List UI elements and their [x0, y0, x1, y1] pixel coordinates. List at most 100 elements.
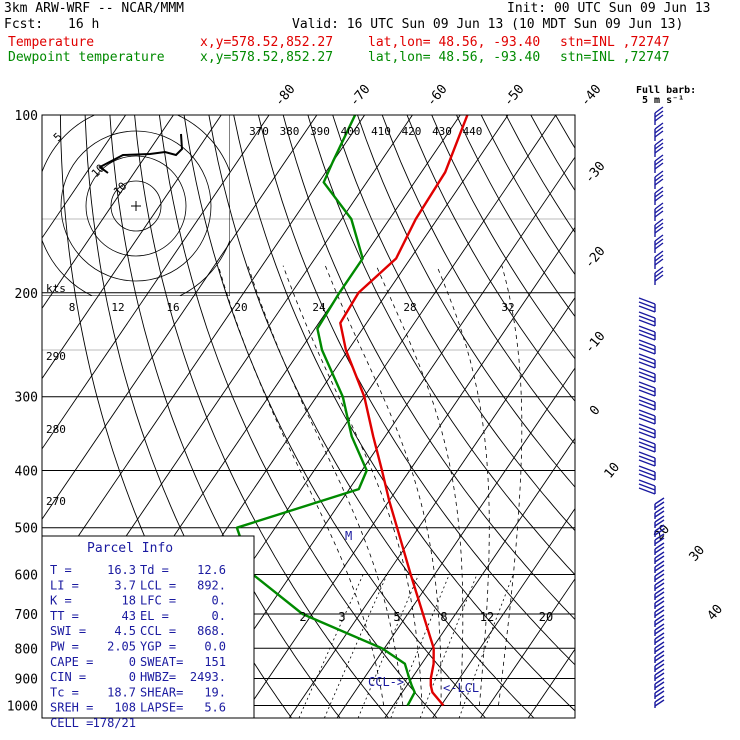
wind-barb-flag [638, 409, 656, 417]
theta-label: 380 [280, 125, 300, 138]
parcel-title: Parcel Info [87, 541, 173, 556]
wind-barb-flag [654, 560, 665, 568]
dry-adiabat [233, 115, 575, 712]
wind-barb-flag [638, 455, 656, 463]
wind-barb-flag [654, 650, 665, 658]
mixing-ratio-line [324, 574, 388, 718]
moist-adiabat [375, 265, 464, 706]
wind-barb-flag [638, 473, 656, 481]
wind-barb-flag [654, 524, 665, 532]
model-title: 3km ARW-WRF -- NCAR/MMM [4, 1, 185, 16]
dewpoint-line [235, 115, 416, 707]
wind-barb-flag [638, 325, 656, 333]
parcel-cell: 4.5 [114, 624, 136, 638]
temperature-latlon: lat,lon= 48.56, -93.40 [368, 35, 541, 50]
isotherm-label: 0 [587, 403, 604, 419]
wind-barb-flag [654, 506, 665, 514]
wind-barb-flag [638, 319, 656, 327]
wind-barb-flag [638, 431, 656, 439]
wind-barb-flag [654, 537, 665, 545]
wind-barb-flag [654, 605, 665, 613]
dry-adiabat [282, 115, 575, 621]
wind-barb-flag [638, 305, 656, 313]
wind-barb-flag [654, 569, 665, 577]
wind-barb-flag [638, 445, 656, 453]
parcel-cell: SWEAT= [140, 655, 183, 669]
dry-adiabat [431, 115, 575, 360]
wind-barb-flag [638, 385, 656, 393]
dewpoint-latlon: lat,lon= 48.56, -93.40 [368, 50, 541, 65]
wind-barb-flag [654, 146, 664, 154]
hodograph [42, 115, 230, 296]
wind-barb-flag [654, 270, 664, 278]
wind-barb-flag [638, 441, 656, 449]
wind-barb-flag [654, 114, 664, 122]
wind-barb-flag [638, 423, 656, 431]
wind-barb-flag [654, 677, 665, 685]
wind-barb-flag [654, 110, 664, 118]
wind-barb-flag [654, 587, 665, 595]
wind-barb-flag [654, 591, 665, 599]
wind-barb-flag [654, 274, 664, 282]
wind-barb-flag [638, 427, 656, 435]
wind-barb-flag [638, 483, 656, 491]
isotherm-label: -50 [501, 82, 528, 110]
isotherm-label: -80 [272, 82, 299, 110]
wind-barb-flag [638, 375, 656, 383]
mixing-ratio-label: 3 [338, 610, 345, 624]
parcel-cell: LFC = [140, 594, 176, 608]
wind-barb-flag [638, 487, 656, 495]
dry-adiabat [357, 115, 575, 488]
pressure-tick: 900 [15, 672, 38, 687]
parcel-cell: TT = [50, 609, 79, 623]
wind-barb-flag [654, 130, 664, 138]
wind-barb-flag [638, 403, 656, 411]
parcel-cell: 2493. [190, 670, 226, 684]
mixing-ratio-line [357, 574, 420, 718]
parcel-cell: 18.7 [107, 685, 136, 699]
wind-barb-flag [654, 533, 665, 541]
parcel-cell: SHEAR= [140, 685, 183, 699]
wind-barb-flag [638, 343, 656, 351]
moist-adiabat [498, 265, 523, 706]
wind-barb-flag [654, 226, 664, 234]
theta-label: 420 [402, 125, 422, 138]
isotherm [384, 437, 575, 718]
theta-label-left: 290 [46, 350, 66, 363]
wind-barb-flag [654, 510, 665, 518]
dry-adiabat [332, 115, 575, 532]
isotherm [42, 115, 174, 310]
dry-adiabat [530, 115, 575, 192]
isotherm [42, 115, 318, 520]
dry-adiabat [406, 115, 575, 402]
isotherm [432, 507, 575, 718]
parcel-cell: 892. [197, 578, 226, 592]
parcel-cell: 868. [197, 624, 226, 638]
parcel-cell: LCL = [140, 578, 176, 592]
pressure-tick: 200 [15, 287, 38, 302]
pressure-tick: 800 [15, 642, 38, 657]
wind-barb-flag [654, 250, 664, 258]
parcel-cell: CAPE = [50, 655, 93, 669]
dry-adiabat [381, 115, 575, 445]
dry-adiabat [480, 115, 575, 276]
wind-barb-flag [638, 389, 656, 397]
wind-barb-flag [638, 459, 656, 467]
parcel-cell: 5.6 [204, 701, 226, 715]
wind-barb-flag [638, 347, 656, 355]
wind-barb-flag [654, 564, 665, 572]
parcel-cell: 0. [212, 609, 226, 623]
wind-barb-flag [654, 186, 664, 194]
isotherm [480, 578, 575, 718]
mixing-ratio-label: 8 [440, 610, 447, 624]
hodo-center-cross [131, 201, 141, 211]
parcel-cell: CELL = [50, 716, 93, 730]
wind-barb-flag [654, 695, 665, 703]
hodo-ring [60, 130, 212, 282]
wind-barb-flag [638, 301, 656, 309]
parcel-cell: Tc = [50, 685, 79, 699]
wind-barb-flag [638, 451, 656, 459]
wind-barb-flag [638, 311, 656, 319]
wind-barb-flag [654, 234, 664, 242]
parcel-cell: YGP = [140, 640, 176, 654]
